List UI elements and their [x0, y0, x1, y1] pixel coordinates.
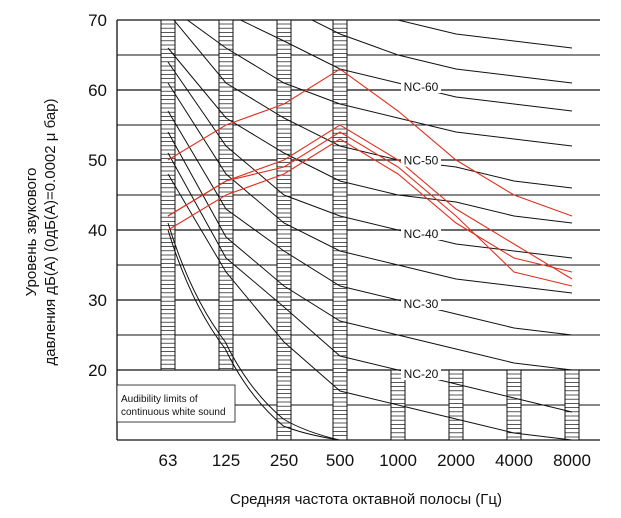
octave-band	[506, 369, 522, 440]
nc-label-bg	[401, 80, 441, 93]
audibility-note-line-1: Audibility limits of	[121, 394, 198, 405]
x-tick-label: 1000	[379, 451, 417, 470]
audibility-curve	[167, 222, 340, 440]
x-tick-label: 250	[270, 451, 298, 470]
grid-layer	[116, 19, 600, 441]
x-tick-label: 4000	[495, 451, 533, 470]
nc-curve	[310, 20, 573, 84]
nc-label: NC-50	[404, 154, 439, 168]
octave-band	[276, 20, 292, 440]
octave-band	[218, 20, 234, 371]
nc-curve	[186, 20, 573, 147]
nc-curve	[167, 152, 573, 413]
labels-layer: NC-60 NC-50 NC-40 NC-30 NC-20	[401, 80, 441, 381]
octave-band	[564, 369, 580, 440]
nc-label-bg	[401, 297, 441, 310]
measured-series-line	[167, 124, 573, 280]
audibility-layer	[167, 222, 340, 440]
x-tick-label: 125	[212, 451, 240, 470]
audibility-curve	[167, 229, 340, 440]
hatch-bands-layer	[160, 20, 580, 440]
measured-series-line	[167, 68, 573, 217]
y-axis-label-line-2: давления дБ(А) (0дБ(A)=0.0002 μ бар)	[42, 98, 59, 365]
octave-band	[390, 369, 406, 440]
nc-curve	[167, 110, 573, 336]
measured-series-line	[167, 131, 573, 287]
y-tick-label: 70	[88, 11, 107, 30]
y-tick-label: 20	[88, 361, 107, 380]
measured-series-line	[167, 138, 573, 273]
nc-label-bg	[401, 153, 441, 167]
x-tick-label: 2000	[437, 451, 475, 470]
audibility-note-box	[116, 384, 236, 423]
measured-layer	[167, 68, 573, 287]
nc-label-bg	[401, 367, 441, 380]
nc-label-bg	[401, 227, 441, 240]
x-axis-label: Средняя частота октавной полосы (Гц)	[230, 491, 502, 508]
nc-curve	[396, 20, 573, 49]
nc-label: NC-20	[404, 367, 439, 381]
nc-label: NC-30	[404, 297, 439, 311]
x-tick-labels: 63 125 250 500 1000 2000 4000 8000	[159, 451, 591, 470]
nc-curve	[167, 82, 573, 294]
nc-label: NC-40	[404, 227, 439, 241]
nc-curve	[167, 131, 573, 371]
nc-curves-layer	[167, 20, 573, 440]
x-tick-label: 63	[159, 451, 178, 470]
audibility-note: Audibility limits of continuous white so…	[116, 384, 236, 423]
octave-band	[332, 20, 348, 440]
nc-label: NC-60	[404, 80, 439, 94]
y-tick-label: 40	[88, 221, 107, 240]
y-axis-label-line-1: Уровень звукового	[23, 168, 40, 297]
nc-curve	[167, 173, 573, 440]
x-tick-label: 8000	[553, 451, 591, 470]
nc-curve	[173, 20, 573, 189]
octave-band	[448, 369, 464, 440]
y-tick-label: 30	[88, 291, 107, 310]
y-tick-label: 60	[88, 81, 107, 100]
audibility-note-line-2: continuous white sound	[121, 407, 226, 418]
y-tick-labels: 20 30 40 50 60 70	[88, 11, 107, 380]
nc-curve	[167, 61, 573, 259]
octave-band	[160, 20, 176, 371]
x-tick-label: 500	[326, 451, 354, 470]
y-tick-label: 50	[88, 151, 107, 170]
nc-curve	[239, 20, 573, 112]
nc-curve	[167, 47, 573, 224]
y-axis-title: Уровень звукового давления дБ(А) (0дБ(A)…	[23, 98, 59, 365]
